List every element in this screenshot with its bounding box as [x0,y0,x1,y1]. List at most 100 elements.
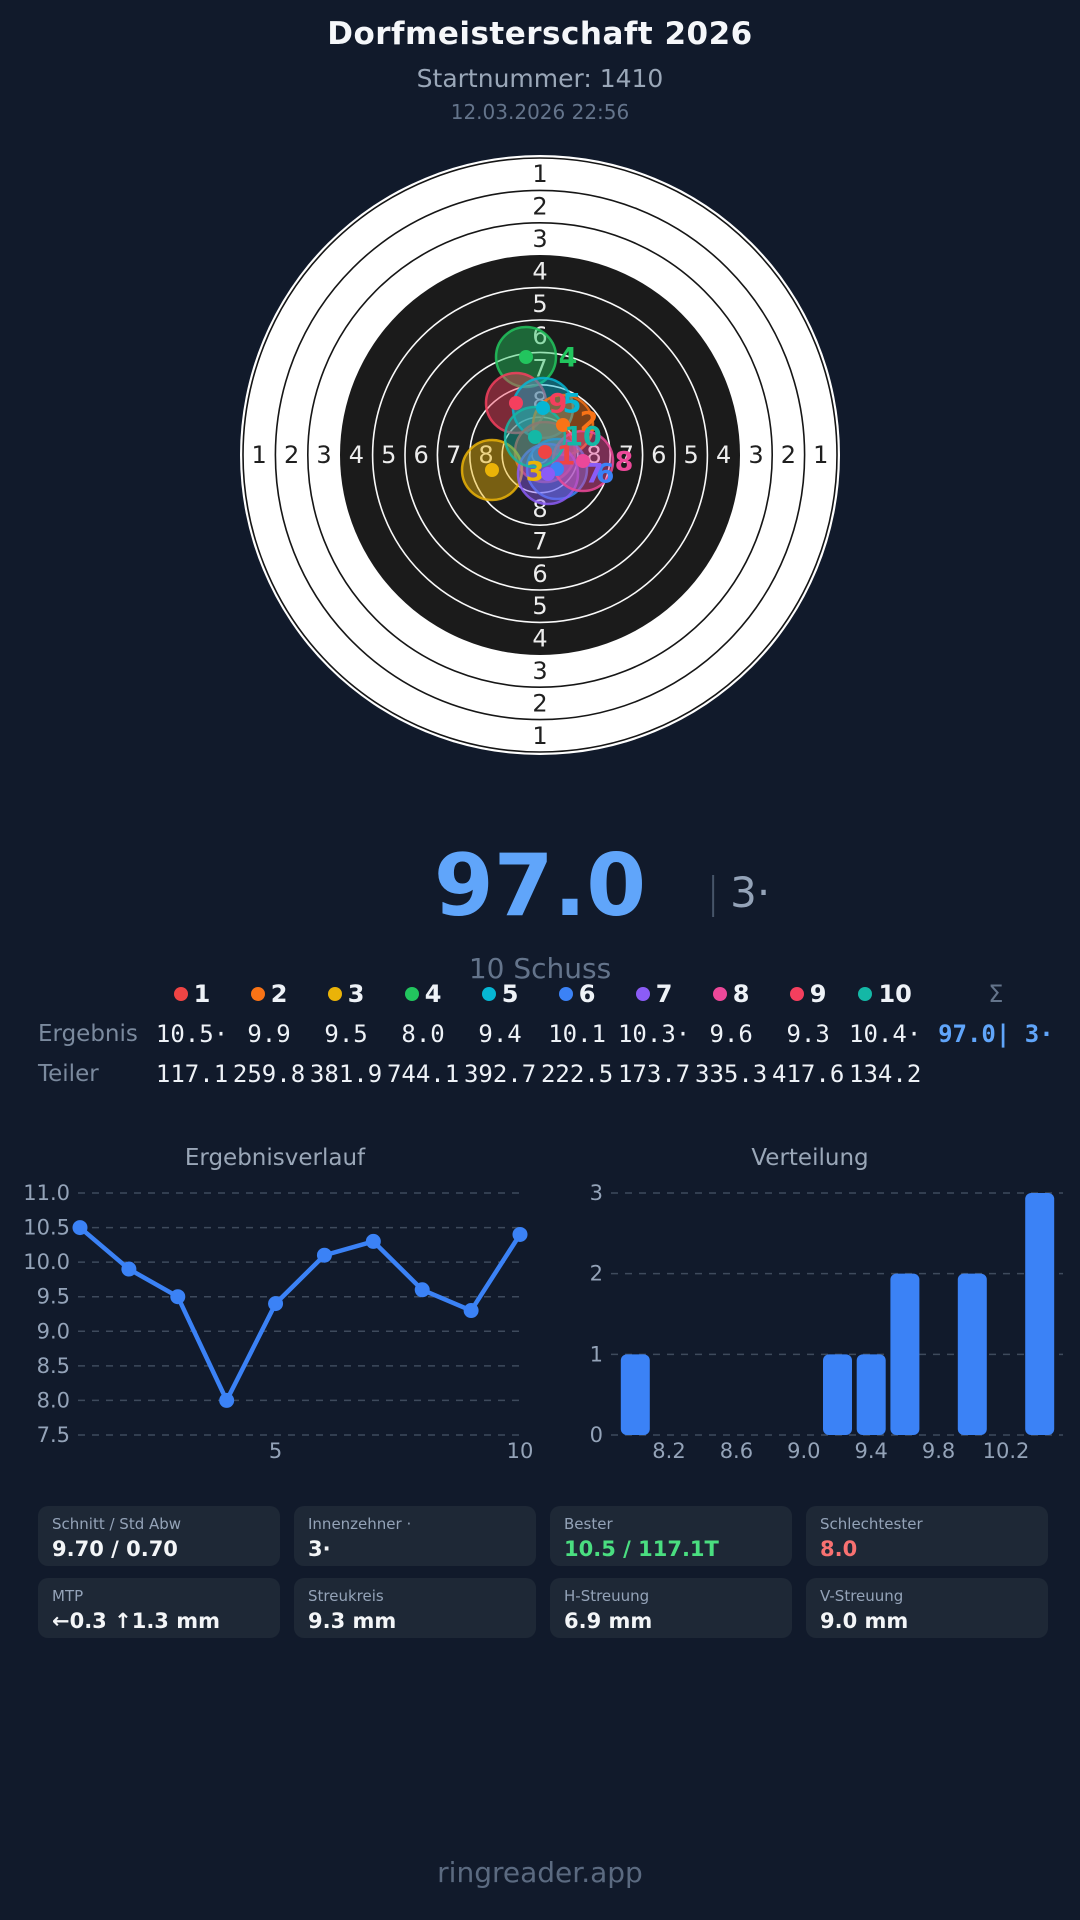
y-tick-label: 10.5 [23,1216,70,1240]
ring-number: 2 [532,193,547,221]
y-tick-label: 9.0 [37,1319,70,1343]
ring-number: 5 [532,592,547,620]
stat-label: Bester [564,1515,613,1533]
divider: | [706,868,721,917]
stat-card-mtp: MTP ←0.3 ↑1.3 mm [38,1578,280,1638]
shot-center-dot [519,350,533,364]
shot-color-dot [635,987,650,1001]
shot-column-number: 7 [655,980,673,1008]
result-value: 9.5 [324,1020,368,1048]
y-tick-label: 3 [590,1181,603,1205]
ring-number: 3 [532,225,547,253]
shot-column-number: 8 [732,980,750,1008]
ring-number: 3 [316,441,331,469]
ring-line [242,157,838,753]
data-point [512,1226,528,1242]
shot-center-dot [576,454,590,468]
result-value: 9.3 [786,1020,830,1048]
stat-value: 9.0 mm [820,1609,909,1633]
shot-number-label: 6 [596,459,615,490]
shot-color-dot [712,987,727,1001]
stat-label: Streukreis [308,1587,384,1605]
ring-number: 8 [478,441,493,469]
page-title: Dorfmeisterschaft 2026 [327,16,753,52]
y-tick-label: 10.0 [23,1250,70,1274]
result-value: 10.1 [548,1020,606,1048]
x-tick-label: 9.8 [922,1439,955,1463]
header: Dorfmeisterschaft 2026 Startnummer: 1410… [0,16,1080,124]
inner-tens-summary: | 3· [706,868,770,917]
ring-number: 6 [651,441,666,469]
total-score: 97.0 [433,836,647,936]
shot-number-label: 10 [564,422,602,453]
ring-number: 3 [532,657,547,685]
ring-number: 2 [781,441,796,469]
x-tick-label: 10 [507,1439,534,1463]
shot-color-dot [481,987,496,1001]
ring-number: 1 [252,441,267,469]
trend-line [77,1225,523,1403]
data-point [219,1392,235,1408]
stat-value: 9.3 mm [308,1609,397,1633]
ring-number: 4 [716,441,731,469]
shot-color-dot [858,987,873,1001]
shot-legend: 7 [616,980,693,1008]
data-point [463,1303,479,1319]
shot-column-number: 9 [809,980,827,1008]
score-trend-chart: Ergebnisverlauf 11.0 10.5 10.0 9.5 9.0 8.5 8.0 7… [23,1145,534,1463]
ring-number: 2 [532,689,547,717]
y-tick-label: 7.5 [37,1423,70,1447]
shot-center-dot [556,418,570,432]
distribution-chart: Verteilung 3 2 1 0 8.2 8.6 9.0 9.4 9.8 10.2 [590,1145,1063,1463]
ring-number: 7 [532,527,547,555]
histogram-bar [957,1273,987,1435]
result-value: 9.9 [247,1020,291,1048]
shot-number-label: 8 [615,447,634,478]
teiler-value: 222.5 [540,1060,614,1088]
shot-number-label: 5 [563,389,582,420]
shot-number-label: 9 [549,389,568,420]
shot-column-number: 4 [424,980,442,1008]
shot-legend: 8 [693,980,770,1008]
result-value: 10.5· [155,1020,229,1048]
y-tick-label: 8.0 [37,1388,70,1412]
data-point [72,1220,88,1236]
score-summary: 97.0 | 3· [0,838,1080,938]
ring-number: 8 [586,441,601,469]
stat-value: ←0.3 ↑1.3 mm [52,1609,220,1633]
ring-line [371,286,709,624]
ring-number: 5 [381,441,396,469]
stat-card-v-streuung: V-Streuung 9.0 mm [806,1578,1048,1638]
stat-card-schlechtester: Schlechtester 8.0 [806,1506,1048,1566]
ring-number: 5 [684,441,699,469]
teiler-value: 259.8 [232,1060,306,1088]
shot-count-label: 10 Schuss [468,952,612,985]
shot-column-number: 1 [193,980,211,1008]
shot-center-dot [536,401,550,415]
teiler-value: 381.9 [309,1060,383,1088]
shot-column-number: 2 [270,980,288,1008]
chart-title: Ergebnisverlauf [185,1145,366,1171]
stat-value: 3· [308,1537,331,1561]
data-point [316,1247,332,1263]
shot-column-number: 6 [578,980,596,1008]
sum-symbol: Σ [988,980,1004,1008]
result-value: 8.0 [401,1020,445,1048]
teiler-value: 173.7 [617,1060,691,1088]
x-tick-label: 10.2 [983,1439,1030,1463]
y-tick-label: 0 [590,1423,603,1447]
shot-legend: 6 [539,980,616,1008]
shot-legend: 4 [385,980,462,1008]
session-datetime: 12.03.2026 22:56 [450,100,630,124]
teiler-value: 335.3 [695,1060,768,1088]
table-header-row: 1 2 3 4 5 6 7 8 9 10 Σ [28,974,1068,1014]
ring-line [436,351,644,559]
shot-color-dot [327,987,342,1001]
stat-card-innenzehner: Innenzehner · 3· [294,1506,536,1566]
stat-card-h-streuung: H-Streuung 6.9 mm [550,1578,792,1638]
start-number: Startnummer: 1410 [416,64,664,93]
x-tick-label: 9.0 [787,1439,820,1463]
ring-number: 1 [813,441,828,469]
